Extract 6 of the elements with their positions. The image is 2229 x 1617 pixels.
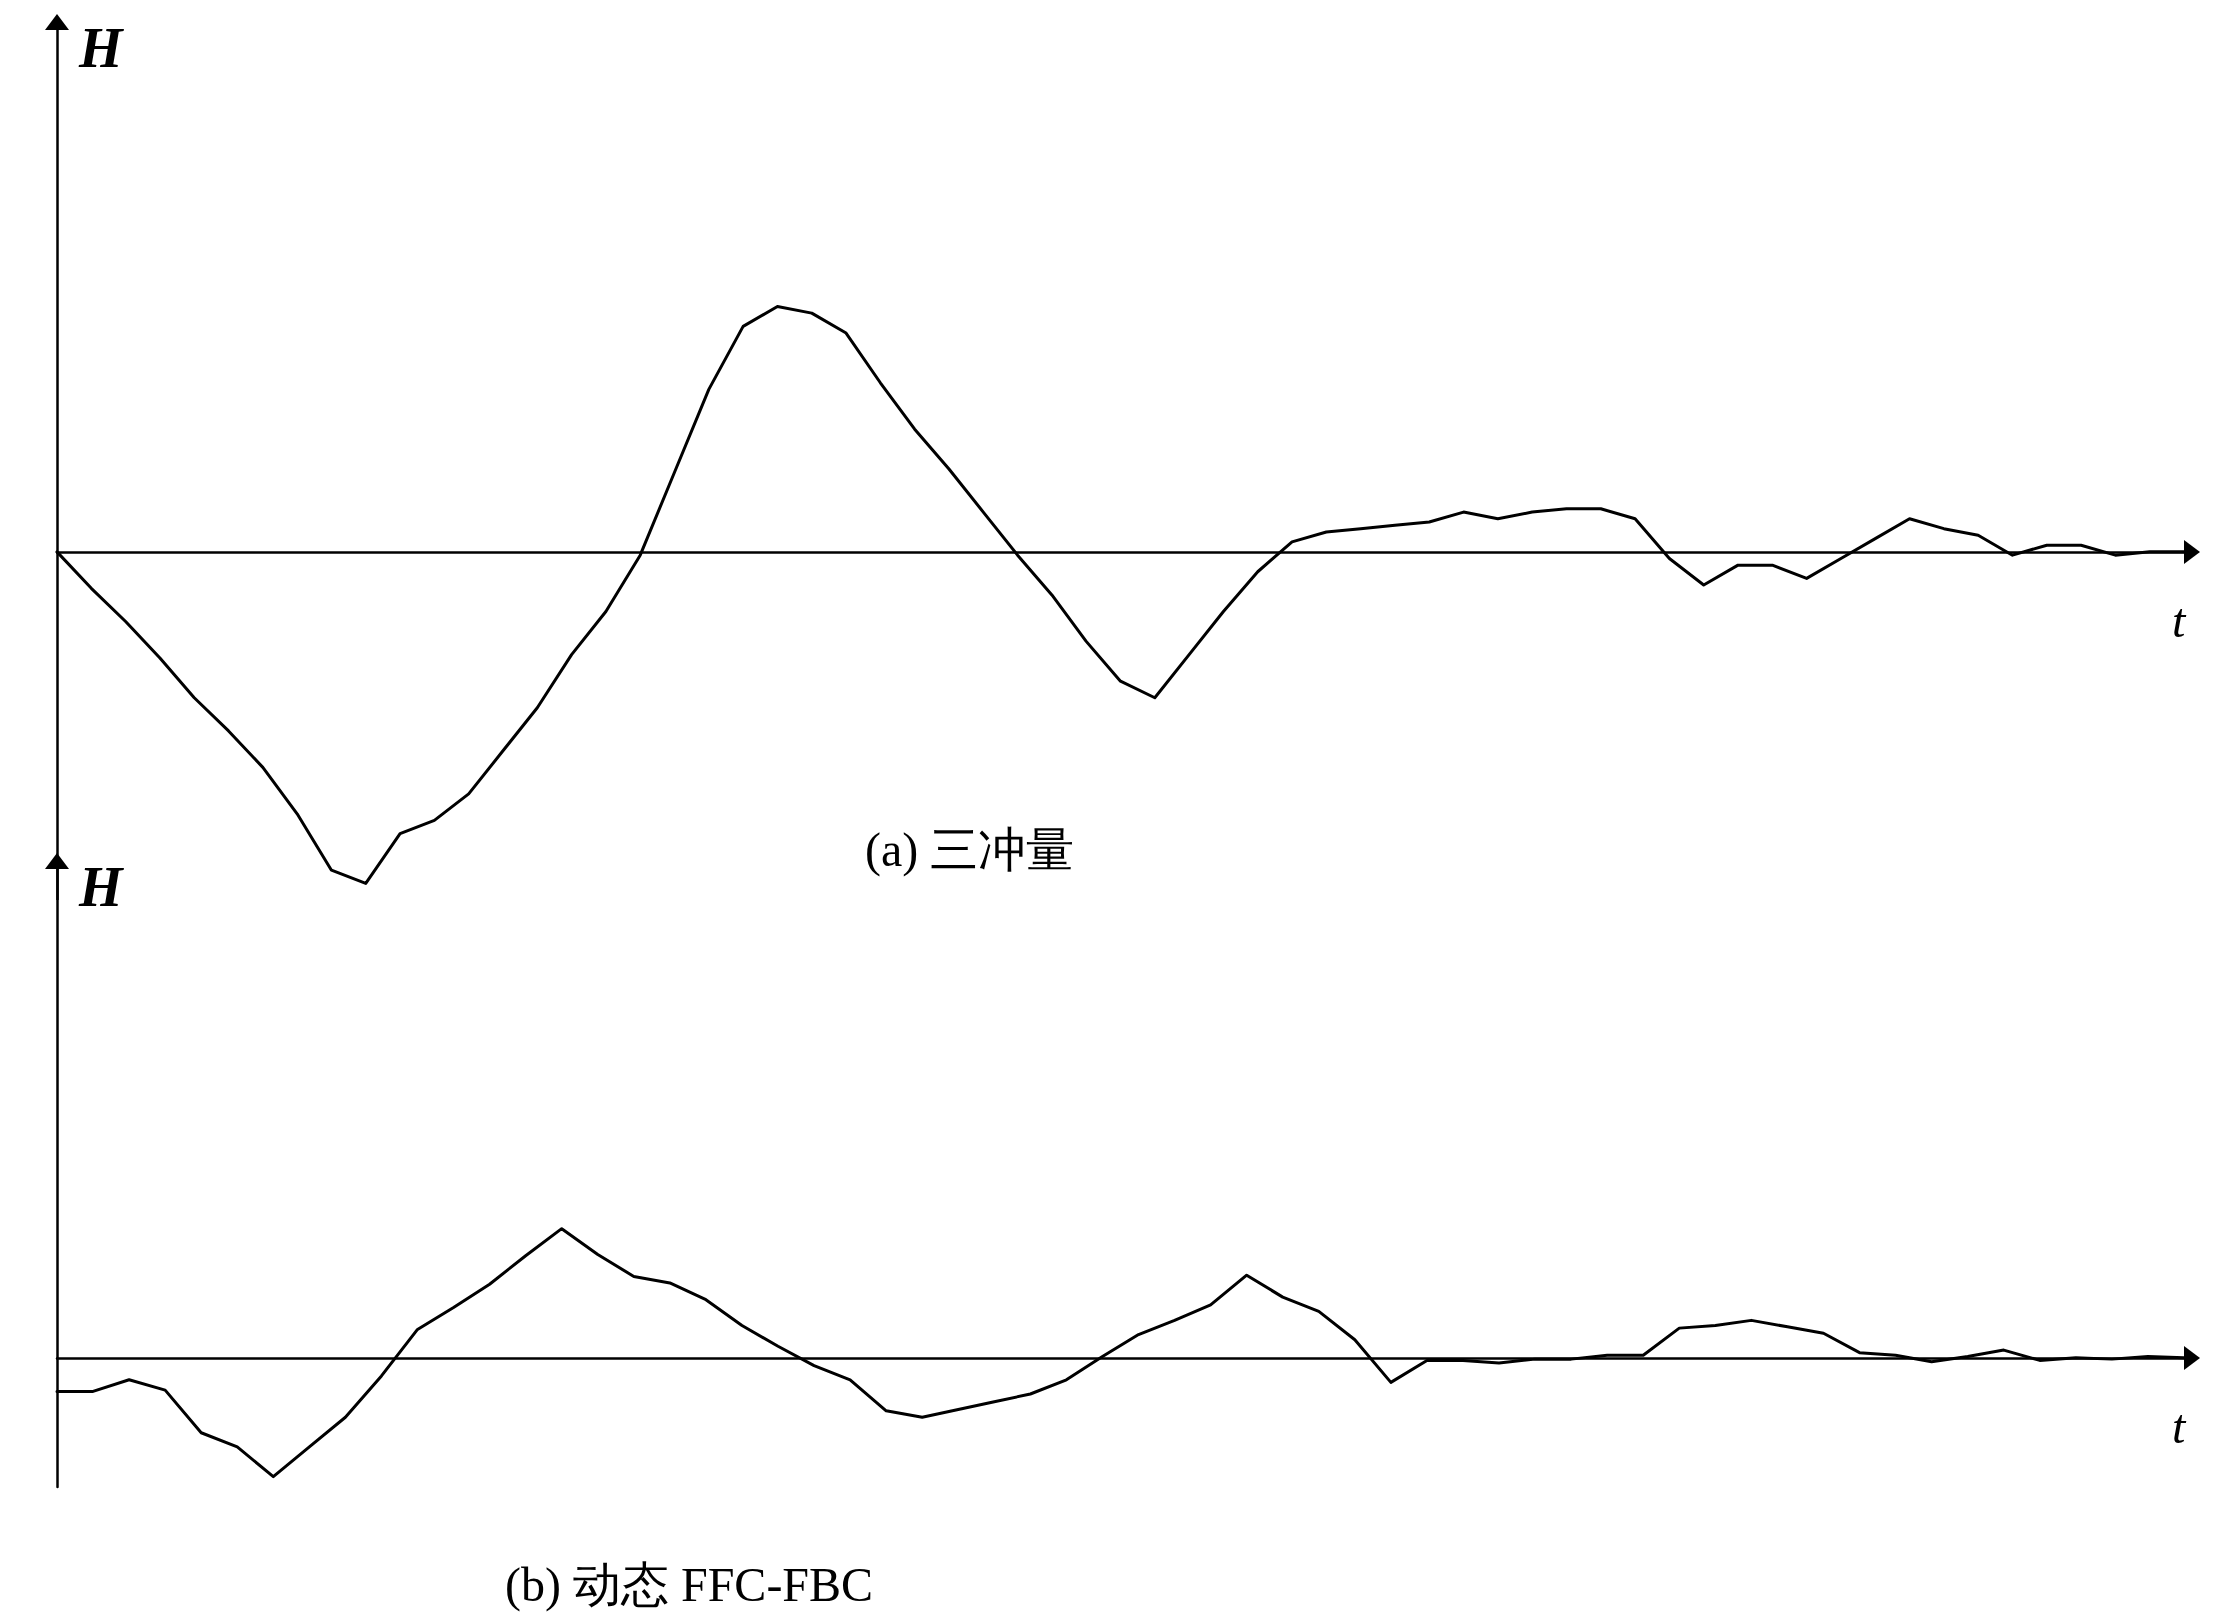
x-axis-title: t [2172, 1400, 2187, 1454]
text: (b) 动态 FFC-FBC [505, 1557, 874, 1612]
text: (a) 三冲量 [865, 822, 1075, 877]
x-axis-title: t [2172, 594, 2187, 648]
y-axis-title: H [78, 856, 124, 918]
y-axis-title: H [78, 17, 124, 79]
